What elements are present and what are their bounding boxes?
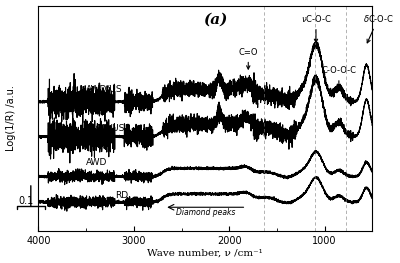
Text: AWD: AWD bbox=[86, 158, 108, 167]
Text: C-O-O-C: C-O-O-C bbox=[321, 66, 356, 88]
Text: RD: RD bbox=[115, 191, 128, 200]
Y-axis label: Log(1/R) /a.u.: Log(1/R) /a.u. bbox=[6, 85, 16, 151]
Text: RD/US: RD/US bbox=[96, 124, 124, 133]
Text: AWD/US: AWD/US bbox=[86, 85, 123, 94]
Text: C=O: C=O bbox=[238, 48, 258, 69]
Text: Diamond peaks: Diamond peaks bbox=[176, 208, 235, 217]
Text: $\delta$C-O-C: $\delta$C-O-C bbox=[363, 13, 394, 43]
Text: $\nu$C-O-C: $\nu$C-O-C bbox=[301, 13, 331, 43]
Text: (a): (a) bbox=[203, 12, 228, 26]
X-axis label: Wave number, ν /cm⁻¹: Wave number, ν /cm⁻¹ bbox=[148, 249, 263, 257]
